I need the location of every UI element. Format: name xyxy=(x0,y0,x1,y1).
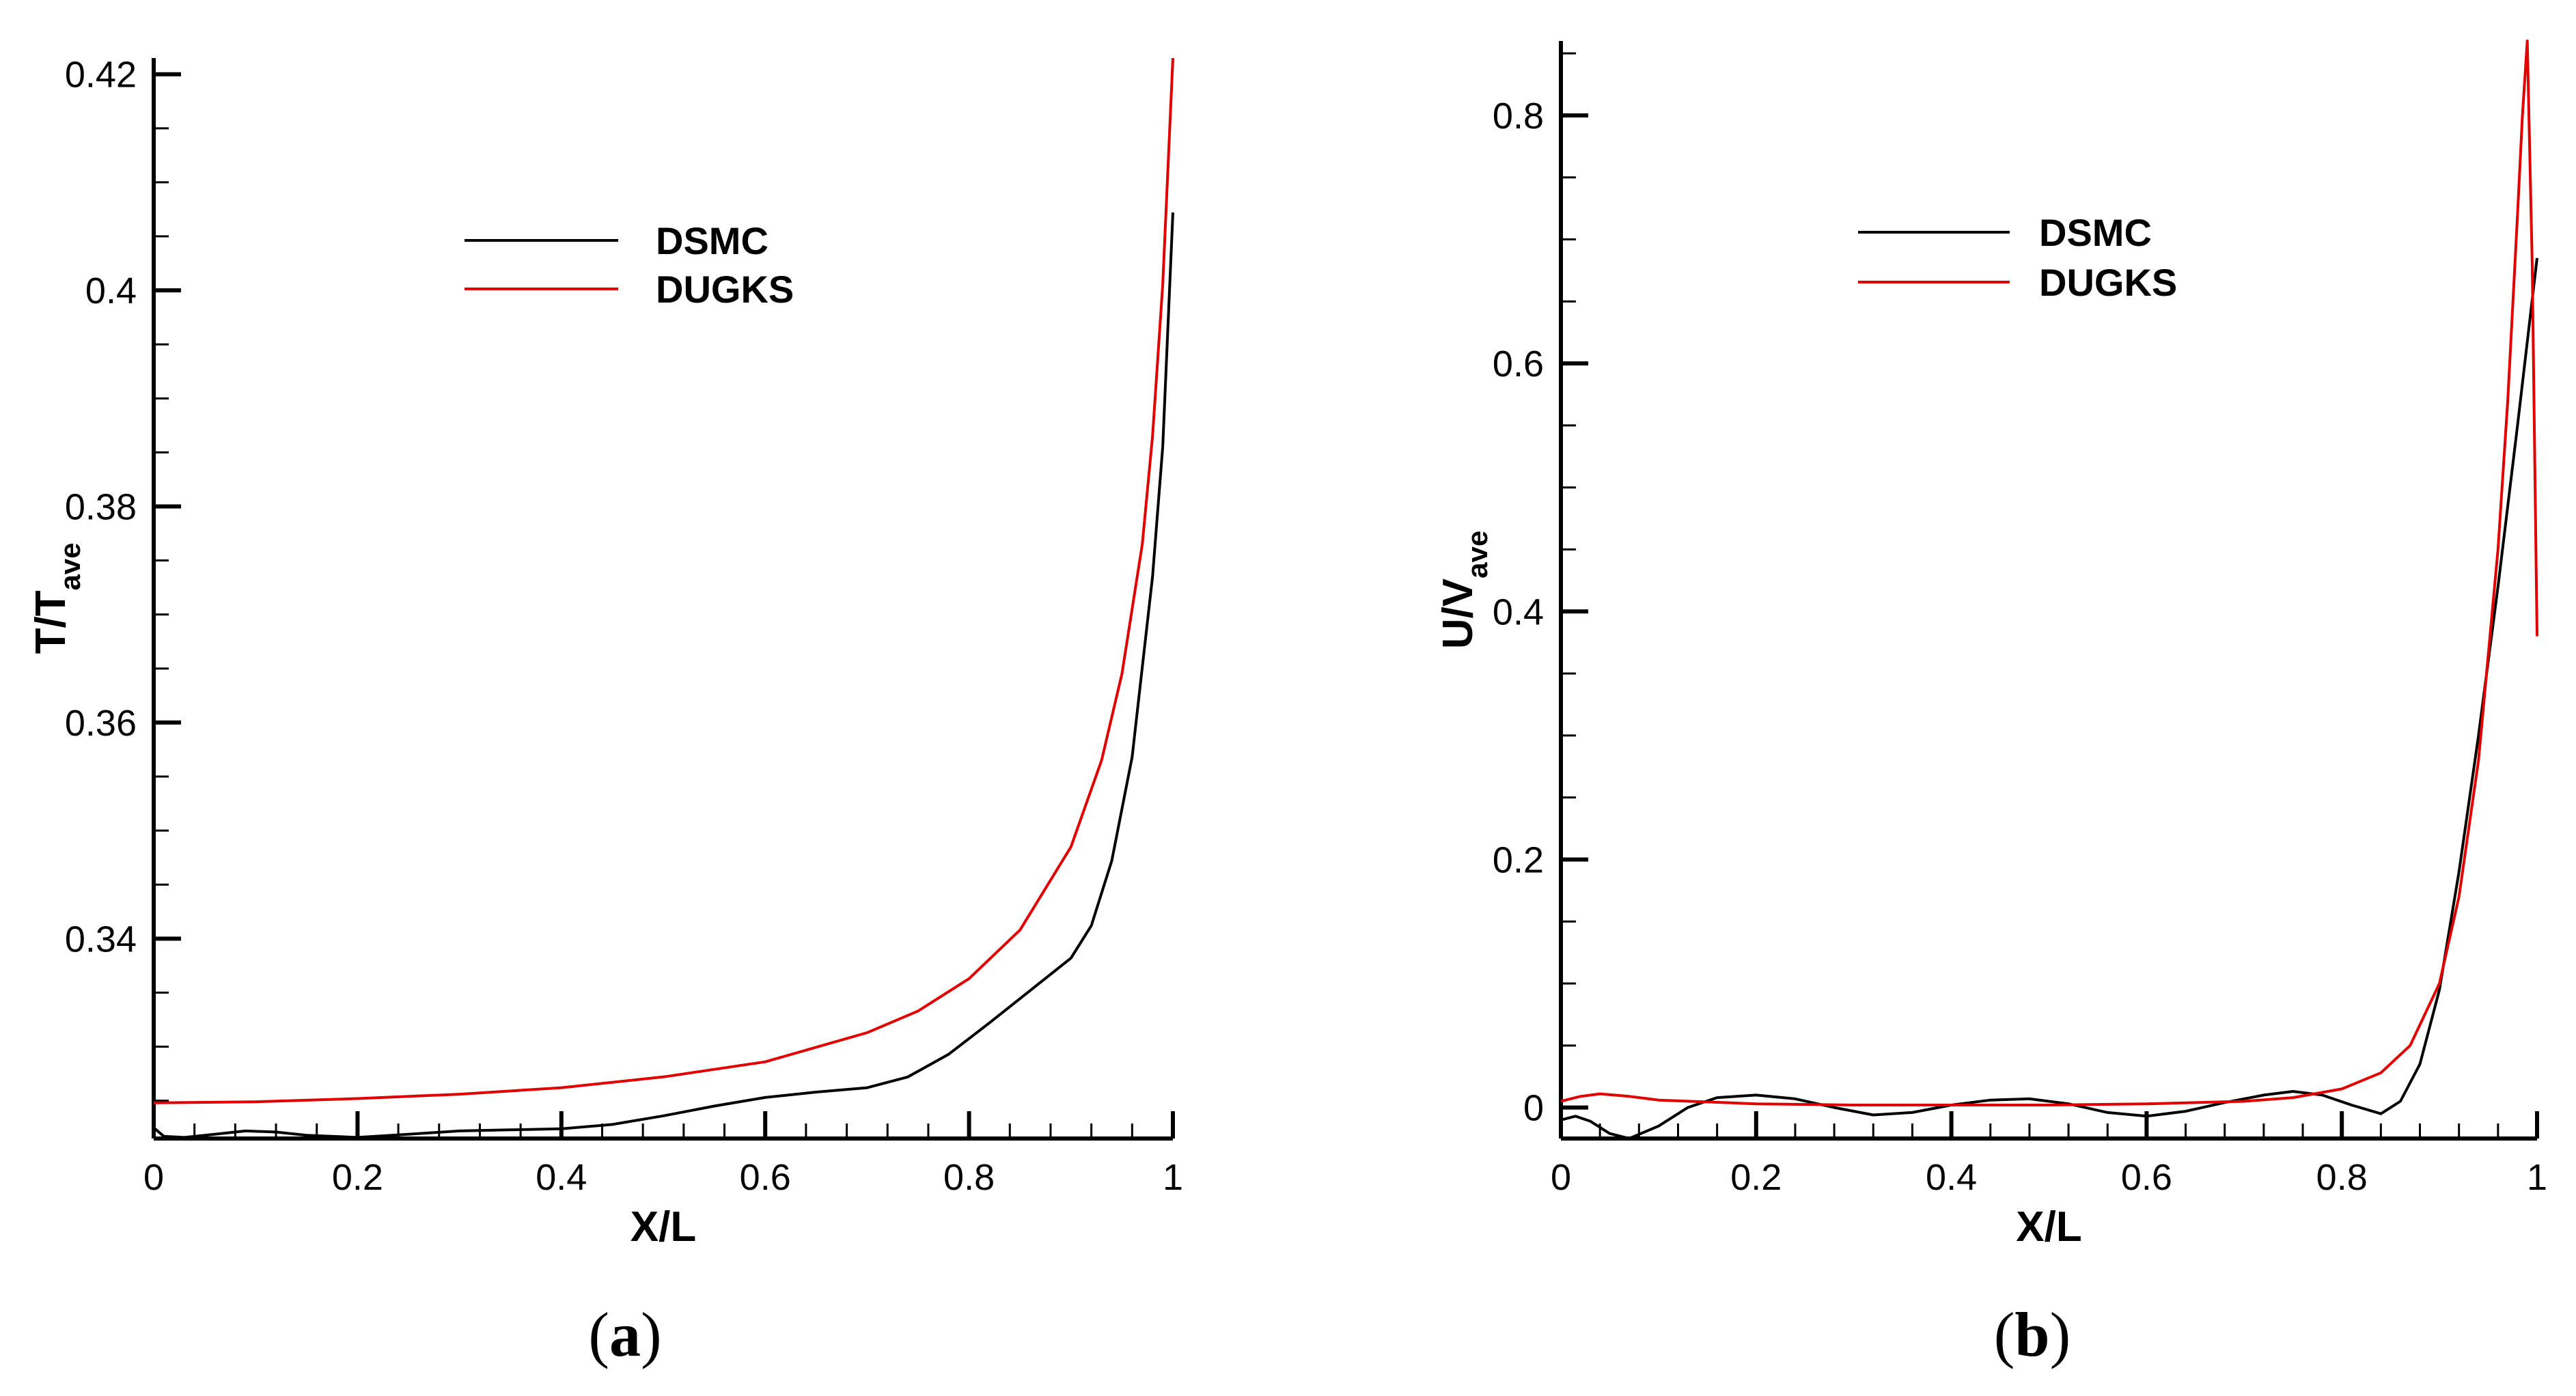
series-line-dugks xyxy=(154,57,1174,1104)
y-tick-label: 0.42 xyxy=(65,55,137,96)
series-line-dugks xyxy=(1561,40,2538,1106)
y-tick-label: 0.6 xyxy=(1493,344,1544,385)
x-tick-label: 0 xyxy=(143,1157,164,1198)
x-tick-label: 0.8 xyxy=(943,1157,995,1198)
x-tick-label: 0.4 xyxy=(536,1157,587,1198)
chart-panel-b: 0 0.2 0.4 0.6 0.8 1 0 0.2 0.4 0.6 0.8 X/L U/Vave DSMC… xyxy=(1435,40,2547,1369)
y-tick-label: 0.8 xyxy=(1493,96,1544,137)
x-tick-label: 0.6 xyxy=(2121,1157,2172,1198)
legend-label-dsmc: DSMC xyxy=(2039,211,2152,254)
panel-label: (a) xyxy=(588,1300,661,1369)
x-tick-label: 0.4 xyxy=(1926,1157,1977,1198)
y-axis-title: T/Tave xyxy=(27,542,86,654)
x-axis-title: X/L xyxy=(2016,1203,2081,1251)
chart-panel-a: 0 0.2 0.4 0.6 0.8 1 0.34 0.36 0.38 0.4 0.42 X/L T/Ta… xyxy=(27,55,1183,1369)
series-line-dsmc xyxy=(1561,257,2538,1139)
x-tick-label: 0.2 xyxy=(1730,1157,1782,1198)
x-tick-label: 1 xyxy=(2527,1157,2547,1198)
x-tick-label: 0 xyxy=(1551,1157,1571,1198)
y-tick-label: 0.4 xyxy=(1493,591,1544,632)
y-axis-title: U/Vave xyxy=(1435,531,1493,649)
x-tick-label: 0.8 xyxy=(2316,1157,2368,1198)
legend-label-dugks: DUGKS xyxy=(656,268,794,311)
y-tick-label: 0 xyxy=(1523,1088,1544,1129)
y-tick-label: 0.2 xyxy=(1493,839,1544,880)
x-axis-title: X/L xyxy=(631,1203,696,1251)
y-tick-label: 0.34 xyxy=(65,919,137,960)
x-tick-label: 0.6 xyxy=(740,1157,791,1198)
y-tick-label: 0.36 xyxy=(65,703,137,744)
panel-label: (b) xyxy=(1994,1300,2071,1369)
legend-label-dsmc: DSMC xyxy=(656,219,768,262)
y-tick-label: 0.38 xyxy=(65,487,137,528)
x-tick-label: 1 xyxy=(1163,1157,1183,1198)
legend-label-dugks: DUGKS xyxy=(2039,261,2177,304)
x-tick-label: 0.2 xyxy=(332,1157,383,1198)
series-line-dsmc xyxy=(154,212,1174,1139)
y-tick-label: 0.4 xyxy=(85,270,137,311)
